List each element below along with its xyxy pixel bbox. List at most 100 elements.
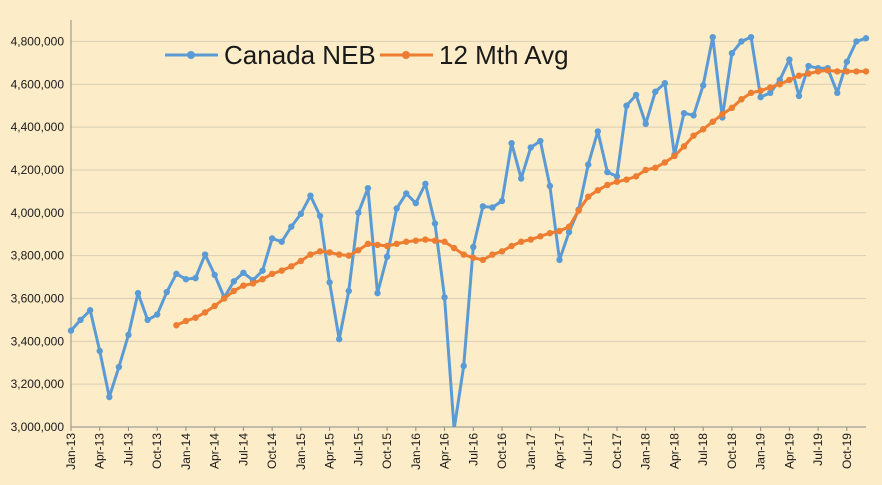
data-point-canada-neb [278,238,285,245]
x-tick-label: Jul-15 [351,433,365,466]
y-tick-label: 3,000,000 [11,420,65,434]
data-point-canada-neb [527,144,534,151]
data-point-canada-neb [623,102,630,109]
data-point-canada-neb [345,287,352,295]
data-point-12-mth-avg [546,229,554,237]
data-point-canada-neb [144,316,151,324]
data-point-canada-neb [690,112,697,119]
data-point-12-mth-avg [565,223,573,230]
data-point-12-mth-avg [403,238,410,245]
data-point-12-mth-avg [221,295,228,302]
legend-label-canada-neb: Canada NEB [224,40,376,70]
data-point-canada-neb [403,190,410,197]
data-point-canada-neb [728,50,736,57]
x-tick-label: Jan-18 [639,433,653,470]
data-point-canada-neb [431,220,439,227]
data-point-canada-neb [383,253,391,260]
data-point-canada-neb [594,128,602,135]
x-tick-label: Oct-16 [495,433,509,469]
x-tick-label: Jan-13 [64,433,78,470]
data-point-canada-neb [77,316,84,324]
data-point-canada-neb [259,267,266,274]
data-point-12-mth-avg [297,257,305,265]
data-point-12-mth-avg [460,251,467,258]
x-tick-label: Jul-19 [811,433,825,466]
data-point-canada-neb [805,62,812,70]
data-point-canada-neb [134,289,142,297]
x-tick-label: Jul-16 [466,433,480,466]
y-tick-label: 3,200,000 [11,377,65,391]
data-point-12-mth-avg [690,132,697,139]
data-point-canada-neb [479,203,487,210]
data-point-12-mth-avg [278,267,285,274]
data-point-12-mth-avg [862,68,870,75]
data-point-canada-neb [613,173,621,180]
data-point-12-mth-avg [632,173,640,180]
data-point-12-mth-avg [383,242,391,250]
x-tick-label: Apr-16 [438,433,452,469]
data-point-canada-neb [297,210,305,218]
data-point-canada-neb [680,109,688,117]
data-point-canada-neb [460,362,467,370]
data-point-canada-neb [192,274,199,282]
data-point-canada-neb [125,331,132,339]
data-point-12-mth-avg [824,67,831,74]
data-point-canada-neb [786,56,793,63]
data-point-12-mth-avg [575,207,582,214]
data-point-12-mth-avg [786,76,793,84]
series-lines [67,33,870,427]
x-tick-label: Oct-14 [265,433,279,469]
data-point-canada-neb [661,79,669,87]
data-point-12-mth-avg [652,164,659,172]
x-tick-label: Jul-13 [121,433,135,466]
legend-marker-canada-neb [187,51,195,59]
data-point-12-mth-avg [757,87,764,94]
data-point-12-mth-avg [814,68,822,75]
data-point-canada-neb [355,209,362,216]
data-point-canada-neb [546,182,554,190]
data-point-12-mth-avg [623,176,630,183]
data-point-12-mth-avg [489,251,496,258]
data-point-canada-neb [709,33,716,41]
data-point-12-mth-avg [431,237,439,244]
data-point-canada-neb [182,275,190,283]
data-point-canada-neb [699,82,707,89]
data-point-12-mth-avg [211,302,218,310]
x-tick-label: Apr-15 [323,433,337,469]
data-point-canada-neb [67,327,75,334]
data-point-12-mth-avg [230,287,238,295]
data-point-12-mth-avg [307,251,314,258]
data-point-12-mth-avg [316,248,324,255]
data-point-canada-neb [556,256,563,264]
x-tick-label: Apr-14 [208,433,222,469]
data-point-canada-neb [498,197,506,205]
data-point-12-mth-avg [527,236,534,243]
data-point-canada-neb [652,88,659,95]
y-tick-label: 4,400,000 [11,120,65,134]
data-point-canada-neb [393,205,400,212]
data-point-12-mth-avg [738,96,745,103]
data-point-canada-neb [173,270,180,278]
x-tick-label: Jan-15 [294,433,308,470]
data-point-canada-neb [604,168,611,176]
data-point-canada-neb [441,294,448,301]
data-point-canada-neb [335,335,343,343]
x-tick-label: Oct-19 [840,433,854,469]
data-point-12-mth-avg [709,118,716,125]
series-12-mth-avg [173,67,870,329]
data-point-canada-neb [288,223,295,230]
data-point-12-mth-avg [613,178,621,185]
data-point-canada-neb [843,58,851,65]
data-point-canada-neb [154,311,161,318]
data-point-12-mth-avg [671,152,678,160]
legend-label-12-mth-avg: 12 Mth Avg [439,40,569,70]
data-point-canada-neb [757,93,764,101]
series-line-12-mth-avg [175,68,866,327]
data-point-canada-neb [106,393,113,401]
data-point-canada-neb [632,91,640,99]
data-point-canada-neb [326,279,333,286]
data-point-12-mth-avg [853,68,860,75]
x-tick-label: Jan-19 [754,433,768,470]
data-point-12-mth-avg [479,256,487,264]
